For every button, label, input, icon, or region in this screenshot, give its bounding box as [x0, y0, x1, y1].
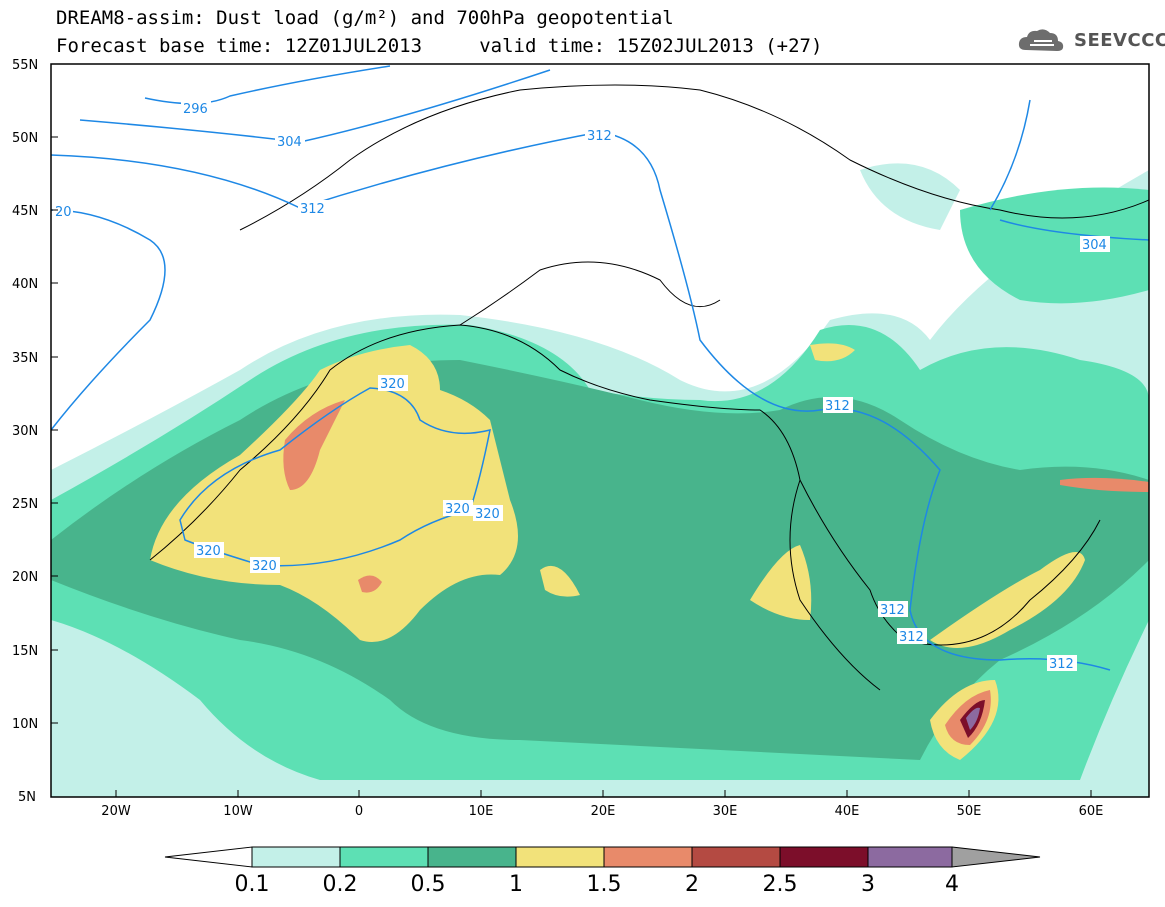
lat-tick-label: 45N	[12, 204, 38, 219]
colorbar-bin	[339, 846, 429, 868]
lon-tick-label: 50E	[957, 804, 982, 819]
colorbar-bin	[515, 846, 605, 868]
map-title-line1: DREAM8-assim: Dust load (g/m²) and 700hP…	[56, 7, 674, 29]
contour-label: 312	[1049, 657, 1074, 672]
contour-labels: 296 304 312 20 320 320 320 320 320 312 3…	[53, 100, 1110, 672]
lon-tick-label: 60E	[1079, 804, 1104, 819]
lat-tick-label: 5N	[18, 790, 36, 805]
lat-tick-label: 30N	[12, 424, 38, 439]
contour-label: 312	[899, 630, 924, 645]
lon-tick-label: 10E	[469, 804, 494, 819]
colorbar-bin	[779, 846, 869, 868]
colorbar-label: 0.2	[322, 872, 358, 897]
lon-tick-label: 10W	[223, 804, 253, 819]
lon-tick-label: 30E	[713, 804, 738, 819]
contour-label: 320	[196, 544, 221, 559]
colorbar-label: 2	[685, 872, 699, 897]
map-title-line2: Forecast base time: 12Z01JUL2013 valid t…	[56, 35, 823, 57]
colorbar-label: 0.5	[410, 872, 446, 897]
contour-label: 320	[252, 559, 277, 574]
lat-tick-label: 35N	[12, 351, 38, 366]
contour-label: 296	[183, 102, 208, 117]
contour-label: 320	[475, 507, 500, 522]
lon-tick-label: 20W	[101, 804, 131, 819]
colorbar-label: 3	[861, 872, 875, 897]
contour-label: 304	[277, 135, 302, 150]
colorbar-label: 1.5	[586, 872, 622, 897]
lat-tick-label: 20N	[12, 570, 38, 585]
contour-label: 320	[445, 502, 470, 517]
lat-tick-label: 15N	[12, 644, 38, 659]
colorbar-label: 0.1	[234, 872, 270, 897]
contour-label: 320	[380, 377, 405, 392]
lat-tick-label: 50N	[12, 131, 38, 146]
lat-axis	[51, 63, 58, 724]
lon-tick-label: 20E	[591, 804, 616, 819]
lon-tick-label: 0	[355, 804, 363, 819]
lat-labels: 55N 50N 45N 40N 35N 30N 25N 20N 15N 10N …	[12, 58, 38, 805]
colorbar-bin	[691, 846, 781, 868]
logo-text: SEEVCCC	[1074, 30, 1165, 51]
colorbar-low-arrow	[164, 846, 253, 868]
lat-tick-label: 10N	[12, 717, 38, 732]
colorbar-bin	[427, 846, 517, 868]
coastlines	[149, 84, 1149, 691]
colorbar-label: 1	[509, 872, 523, 897]
colorbar-label: 4	[945, 872, 959, 897]
cloud-logo-icon	[1018, 29, 1064, 51]
colorbar-bin	[251, 846, 341, 868]
contour-label: 312	[587, 129, 612, 144]
colorbar-bin	[867, 846, 953, 868]
contour-label: 312	[880, 603, 905, 618]
contour-label: 304	[1082, 238, 1107, 253]
dust-field	[51, 64, 1149, 797]
lon-axis	[115, 790, 1092, 797]
lon-labels: 20W 10W 0 10E 20E 30E 40E 50E 60E	[101, 804, 1103, 819]
contour-label: 312	[825, 399, 850, 414]
lat-tick-label: 25N	[12, 497, 38, 512]
colorbar-label: 2.5	[762, 872, 798, 897]
colorbar-high-arrow	[951, 846, 1041, 868]
colorbar-bin	[603, 846, 693, 868]
contour-label: 20	[55, 205, 72, 220]
lat-tick-label: 40N	[12, 277, 38, 292]
lon-tick-label: 40E	[835, 804, 860, 819]
contour-label: 312	[300, 202, 325, 217]
colorbar	[164, 846, 1041, 868]
lat-tick-label: 55N	[12, 58, 38, 73]
